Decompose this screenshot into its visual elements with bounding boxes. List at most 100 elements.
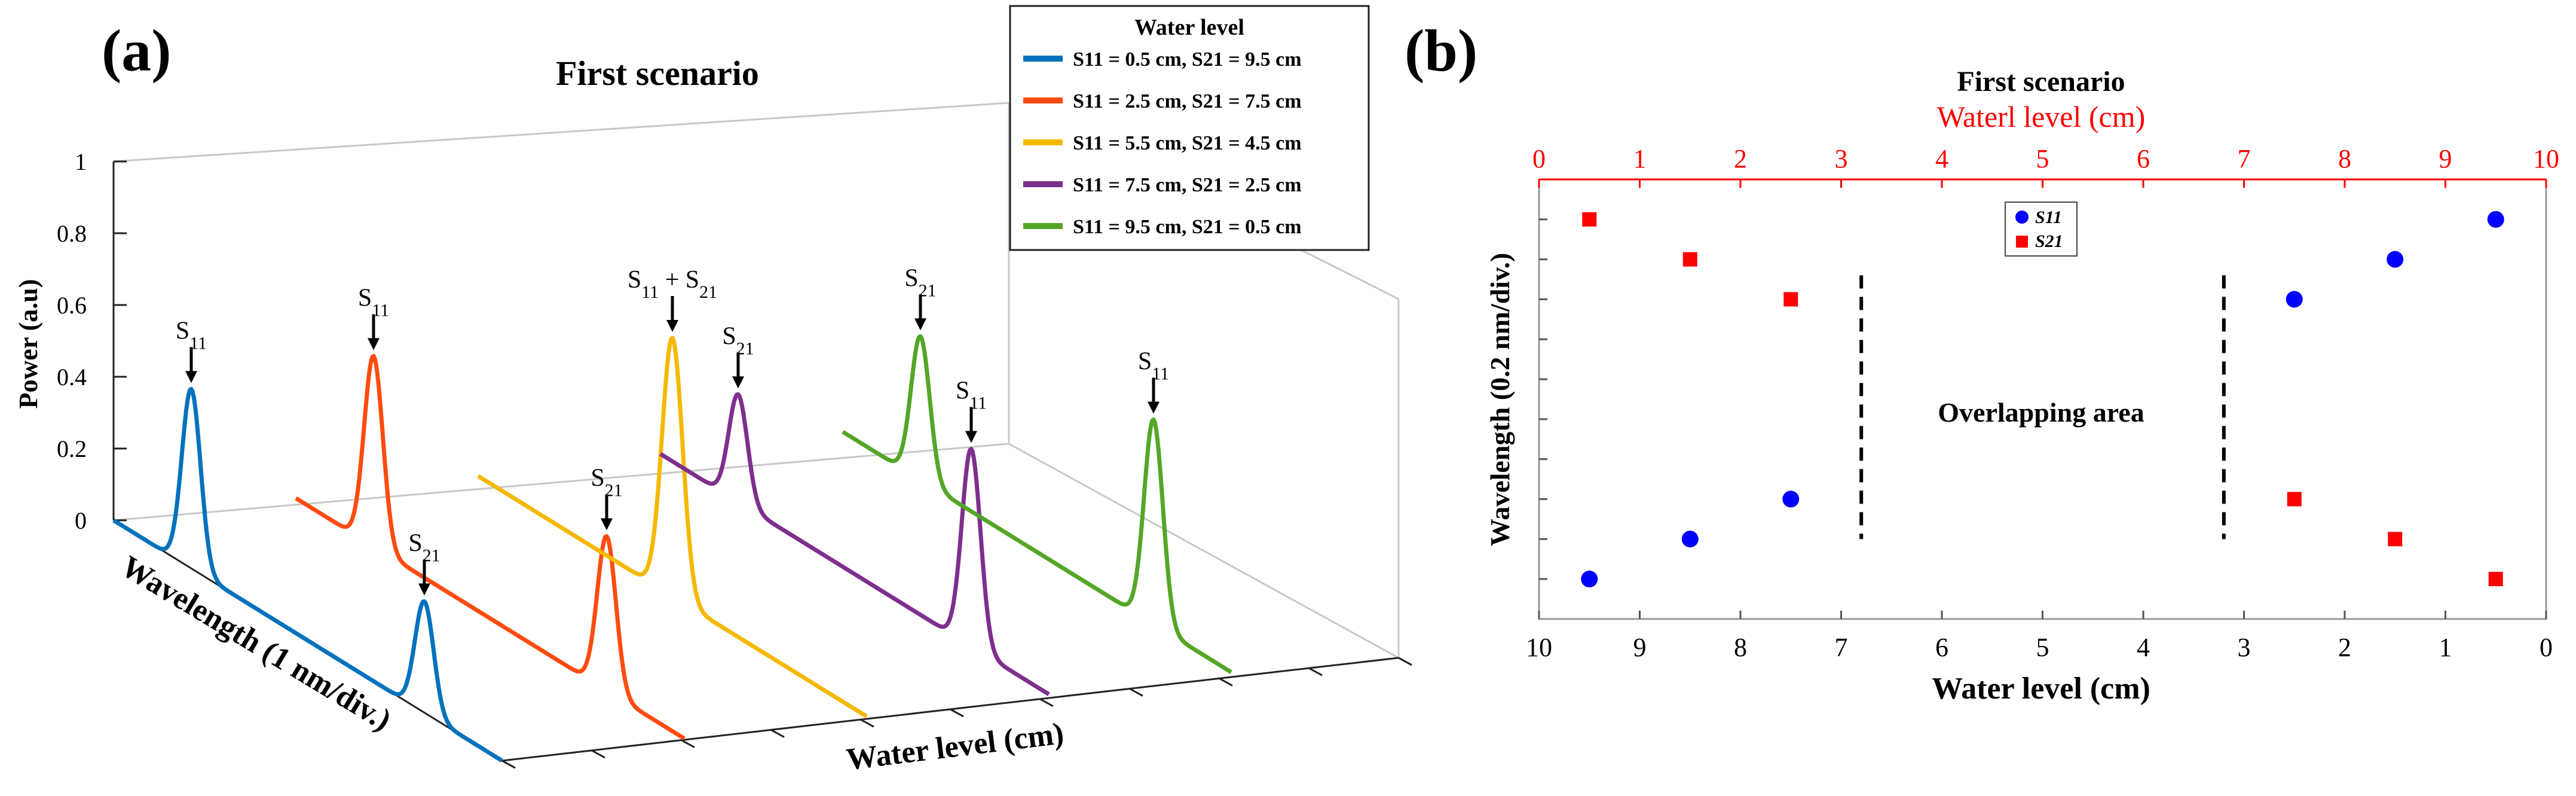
top-x-tick-label: 3: [1835, 144, 1848, 173]
legend-title: Water level: [1134, 15, 1244, 40]
bottom-x-tick-label: 8: [1734, 633, 1747, 662]
top-x-tick-label: 7: [2238, 144, 2251, 173]
bottom-x-tick-label: 2: [2338, 633, 2351, 662]
top-x-tick-label: 4: [1935, 144, 1948, 173]
annotation-s21: S21: [408, 530, 440, 566]
panel-b-xlabel: Water level (cm): [1932, 672, 2150, 706]
panel-a-3d-waterfall-chart: (a) First scenario 0 0.2 0.4 0.6 0.8 1 S11 S21…: [14, 5, 1412, 777]
series-curve-5: [842, 334, 1232, 675]
x-tick: [1039, 698, 1054, 707]
x-tick: [860, 718, 874, 728]
panel-a-zlabel: Wavelength (1 nm/div.): [115, 550, 397, 737]
x-tick: [591, 749, 605, 759]
bottom-x-tick-label: 0: [2540, 633, 2553, 662]
panel-b-ticks: 10 9 8 7 6 5 4 3 2 1 00 1 2 3 4 5 6 7 8 9 10: [1526, 144, 2559, 662]
annotation-s21: S21: [722, 322, 754, 358]
top-x-tick-label: 9: [2439, 144, 2452, 173]
panel-a-label: (a): [102, 17, 172, 84]
legend-s21-marker: [2016, 236, 2028, 248]
annotation-s11: S11: [358, 284, 389, 320]
legend-entry-label: S11 = 9.5 cm, S21 = 0.5 cm: [1073, 216, 1302, 238]
y-tick-label: 0: [75, 507, 87, 534]
arrow-s21: [732, 352, 744, 389]
legend-entries: S11 = 0.5 cm, S21 = 9.5 cm S11 = 2.5 cm, …: [1023, 48, 1302, 238]
series-curve-2: [295, 353, 686, 741]
x-tick: [681, 739, 695, 748]
arrow-s11: [368, 314, 380, 350]
x-tick: [1129, 688, 1143, 697]
panel-b-label: (b): [1405, 17, 1477, 84]
s11-point: [1681, 530, 1699, 548]
annotation-s11-plus-s21: S11 + S21: [628, 266, 717, 302]
arrow-head: [368, 338, 380, 350]
legend-entry-label: S11 = 5.5 cm, S21 = 4.5 cm: [1073, 132, 1302, 154]
arrow-head: [732, 376, 744, 389]
annotation-s11: S11: [1138, 348, 1169, 384]
panel-a-curves: [112, 334, 1232, 763]
legend-entry-label: S11 = 2.5 cm, S21 = 7.5 cm: [1073, 90, 1302, 112]
series-curve-1: [112, 386, 503, 763]
s21-point: [2388, 532, 2403, 547]
annotation-s11: S11: [956, 377, 987, 413]
arrow-head: [185, 371, 197, 383]
x-tick: [770, 729, 785, 738]
top-x-tick-label: 10: [2533, 144, 2559, 173]
bottom-x-tick-label: 1: [2439, 633, 2452, 662]
top-x-tick-label: 8: [2338, 144, 2351, 173]
panel-a-xlabel: Water level (cm): [845, 716, 1066, 777]
y-tick-label: 0.2: [57, 435, 87, 462]
bottom-x-tick-label: 3: [2238, 633, 2251, 662]
bottom-x-tick-label: 10: [1526, 633, 1552, 662]
top-x-tick-label: 6: [2137, 144, 2150, 173]
s21-point: [1582, 212, 1597, 227]
x-tick: [1398, 657, 1412, 666]
arrow-s11: [185, 347, 197, 383]
legend-entry-label: S11 = 0.5 cm, S21 = 9.5 cm: [1073, 48, 1302, 71]
panel-a-legend: Water level S11 = 0.5 cm, S21 = 9.5 cmS1…: [1009, 5, 1370, 251]
legend-s11-marker: [2015, 211, 2029, 224]
s21-point: [1682, 252, 1697, 267]
s11-point: [2387, 251, 2404, 268]
arrow-head: [666, 320, 678, 332]
box-back-top-edge: [113, 102, 1009, 163]
box-back-floor-edge: [113, 443, 1009, 521]
legend-box: [1009, 5, 1370, 251]
arrow-head: [914, 318, 926, 331]
panel-a-ticks: 0 0.2 0.4 0.6 0.8 1: [57, 148, 1412, 769]
overlap-annotation: Overlapping area: [1938, 397, 2144, 428]
arrow-s21: [418, 559, 430, 596]
top-x-tick-label: 1: [1633, 144, 1647, 173]
bottom-x-tick-label: 9: [1633, 633, 1647, 662]
y-tick-label: 0.6: [57, 292, 87, 319]
top-x-tick-label: 0: [1532, 144, 1546, 173]
arrow-s11: [965, 407, 977, 443]
x-tick: [1308, 667, 1323, 676]
legend-s11-label: S11: [2035, 208, 2062, 227]
legend-s21-label: S21: [2035, 231, 2063, 251]
arrow-s11: [1148, 377, 1159, 414]
series-curve-3: [477, 336, 868, 719]
x-tick: [950, 708, 964, 718]
arrow-head: [418, 583, 430, 596]
annotation-s21: S21: [904, 264, 936, 300]
top-x-tick-label: 5: [2036, 144, 2049, 173]
bottom-x-tick-label: 5: [2036, 633, 2049, 662]
s21-point: [2488, 572, 2503, 587]
panel-a-title: First scenario: [556, 54, 759, 93]
s11-point: [1782, 490, 1800, 508]
arrow-s21: [914, 294, 926, 331]
panel-b-scatter-chart: (b) First scenario Waterl level (cm) 10 9…: [1405, 17, 2559, 706]
top-x-tick-label: 2: [1734, 144, 1747, 173]
s11-point: [1581, 571, 1598, 588]
annotation-s21: S21: [591, 465, 622, 501]
series-curve-4: [659, 392, 1050, 697]
y-tick-label: 0.8: [57, 220, 87, 247]
annotation-s11: S11: [176, 317, 207, 353]
s11-point: [2487, 211, 2504, 228]
bottom-x-tick-label: 6: [1935, 633, 1948, 662]
s21-point: [1783, 292, 1798, 307]
arrow-head: [601, 518, 613, 530]
